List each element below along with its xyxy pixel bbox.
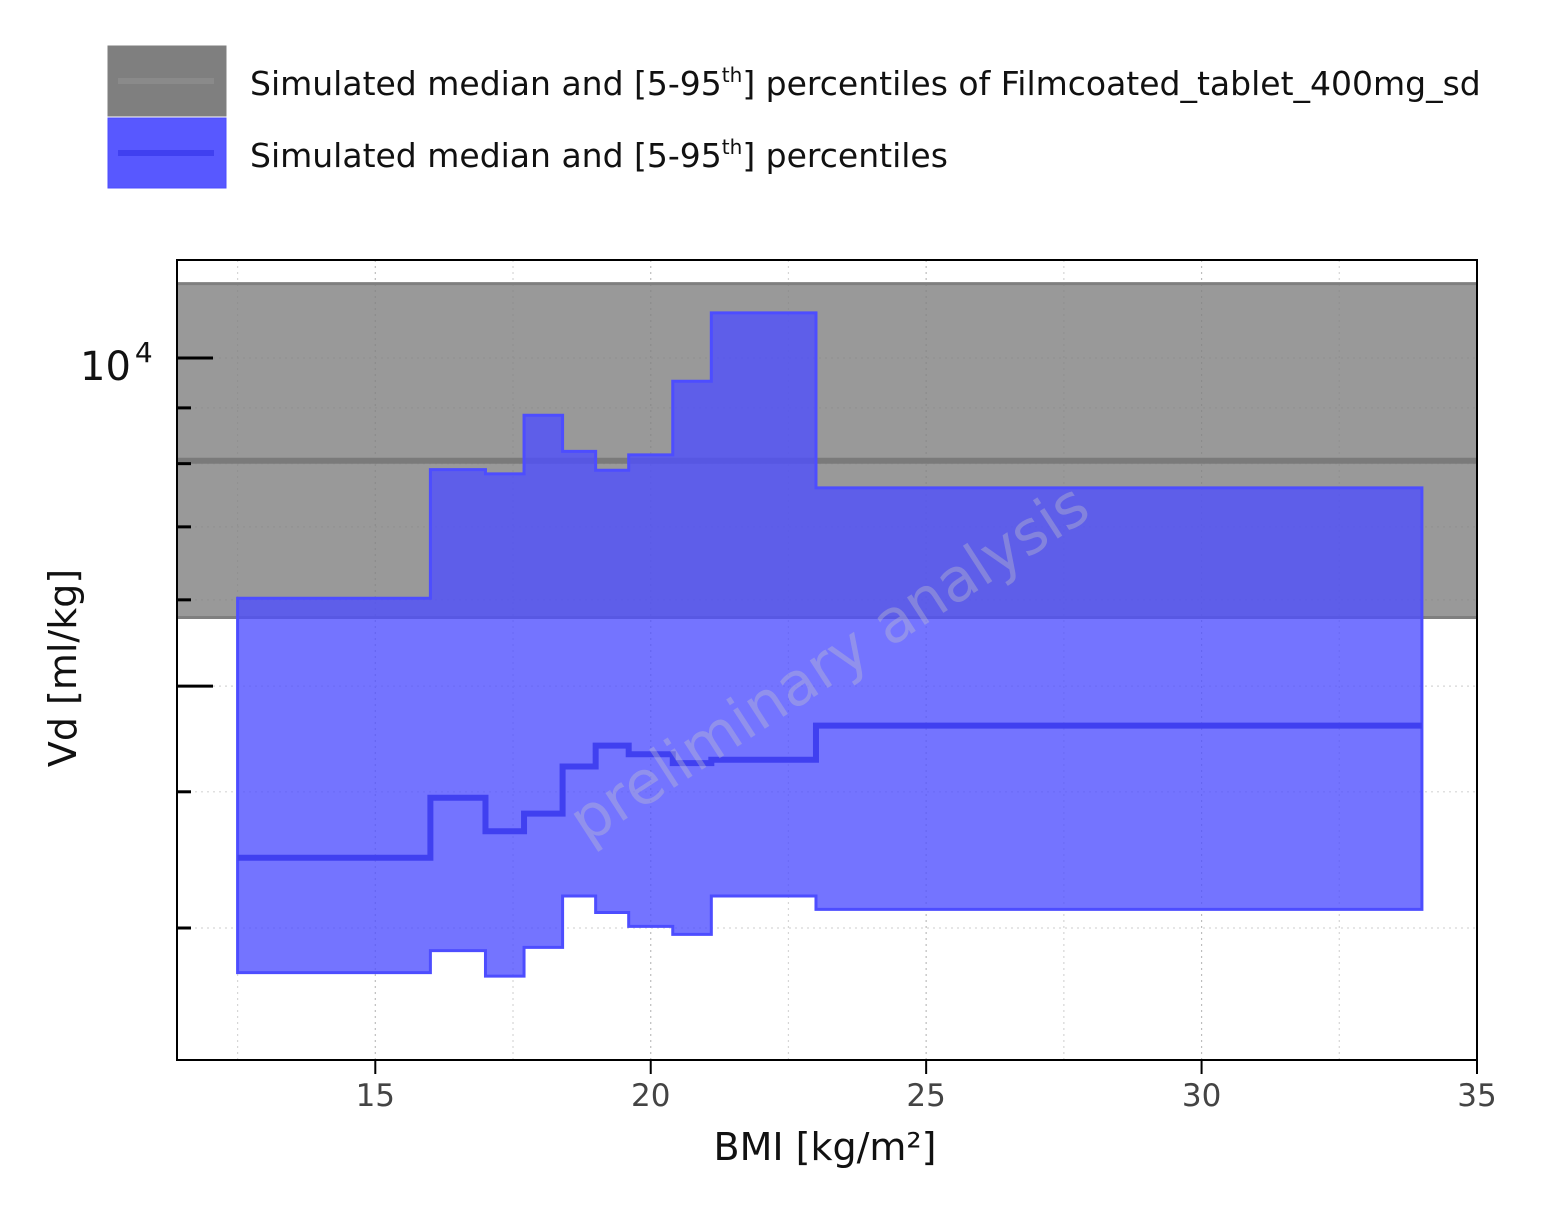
simulated-band	[236, 311, 1424, 978]
x-axis-label: BMI [kg/m²]	[714, 1125, 937, 1169]
x-tick-label: 35	[1457, 1078, 1496, 1114]
plot-frame	[176, 259, 1478, 1061]
simulated-median-line	[237, 722, 1422, 861]
legend-entry-simulated: Simulated median and [5-95th] percentile…	[107, 117, 948, 189]
legend-label-reference: Simulated median and [5-95th] percentile…	[250, 63, 1481, 103]
simulated-percentile-area	[236, 311, 1424, 978]
legend-entry-reference: Simulated median and [5-95th] percentile…	[107, 45, 1481, 117]
x-tick-label: 30	[1182, 1078, 1221, 1114]
legend: Simulated median and [5-95th] percentile…	[107, 45, 1481, 189]
x-tick-label: 15	[356, 1078, 395, 1114]
x-tick-label: 20	[631, 1078, 670, 1114]
axes: 15 20 25 30 35 10 4	[80, 336, 1497, 1114]
legend-label-simulated: Simulated median and [5-95th] percentile…	[250, 135, 948, 175]
x-tick-label: 25	[906, 1078, 945, 1114]
y-tick-label: 10 4	[80, 336, 153, 390]
y-axis-label: Vd [ml/kg]	[41, 569, 85, 767]
